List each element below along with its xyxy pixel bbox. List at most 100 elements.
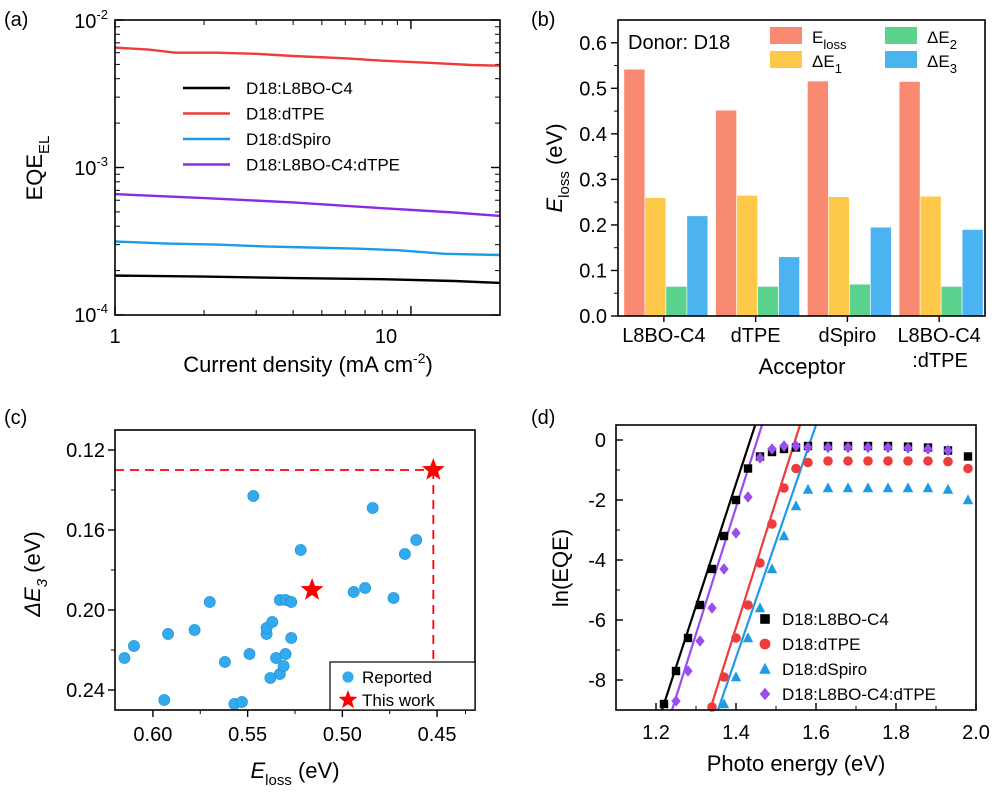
panel-c-ytick-label: 0.20 <box>66 600 105 622</box>
point-d18-l8bo-c4-2 <box>683 633 693 643</box>
reported-point-27 <box>398 548 411 560</box>
panel-d-ytick-label: -6 <box>588 610 606 632</box>
point-d18-dspiro-1 <box>730 671 742 682</box>
reported-point-0 <box>118 652 131 664</box>
legend-swatch-d18-l8bo-c4-dtpe <box>759 687 771 701</box>
panel-c-label: (c) <box>4 407 27 429</box>
point-d18-l8bo-c4-dtpe-14 <box>863 441 873 454</box>
point-d18-dtpe-11 <box>863 456 873 466</box>
reported-point-3 <box>162 628 174 640</box>
legend-label-d18-dtpe: D18:dTPE <box>782 635 860 654</box>
this-work-star-0 <box>421 458 445 480</box>
point-d18-dspiro-2 <box>742 632 754 643</box>
panel-b-bars <box>623 68 984 317</box>
legend-label-d18-l8bo-c4: D18:L8BO-C4 <box>246 79 353 98</box>
bar-e1-dtpe-1 <box>736 195 758 317</box>
point-d18-dtpe-7 <box>791 463 801 474</box>
point-d18-dtpe-15 <box>943 456 953 467</box>
panel-b-legend: Eloss ΔE2 ΔE1 ΔE3 <box>770 27 957 76</box>
panel-c: (c) 0.60 0.55 0.50 0.45 0.12 0.16 0.20 0.24 Rep… <box>4 407 476 789</box>
legend-swatch-d18-dtpe <box>759 638 771 650</box>
legend-label-d18-dtpe: D18:dTPE <box>246 105 324 124</box>
reported-point-25 <box>366 502 379 514</box>
point-d18-l8bo-c4-dtpe-15 <box>883 441 893 454</box>
panel-b-ytick-label: 0.1 <box>579 260 607 282</box>
panel-a-ytick-e-3: 10-3 <box>74 154 108 180</box>
panel-c-ylabel: ΔE3 (eV) <box>20 531 51 617</box>
panel-a: (a) 1 10 10-4 10-3 10-2 Current density … <box>4 7 501 377</box>
panel-b-xlabel: Acceptor <box>759 354 846 379</box>
panel-c-xtick-label: 0.45 <box>418 724 457 746</box>
legend-label-d18-dspiro: D18:dSpiro <box>782 660 867 679</box>
reported-point-24 <box>359 582 372 594</box>
panel-a-legend: D18:L8BO-C4 D18:dTPE D18:dSpiro D18:L8BO-C4… <box>183 79 400 175</box>
point-d18-dspiro-11 <box>882 482 894 493</box>
panel-d-ytick-label: -8 <box>588 670 606 692</box>
bar-e3-dtpe-1 <box>778 256 800 317</box>
point-d18-l8bo-c4-dtpe-12 <box>823 441 833 454</box>
panel-b-ytick-label: 0.0 <box>579 306 607 328</box>
point-d18-l8bo-c4-dtpe-4 <box>719 563 729 575</box>
panel-b-ytick-label: 0.5 <box>579 78 607 100</box>
legend-label-reported: Reported <box>362 668 432 687</box>
point-d18-dspiro-14 <box>942 483 954 494</box>
legend-label-d18-l8bo-c4-dtpe: D18:L8BO-C4:dTPE <box>782 685 936 704</box>
point-d18-l8bo-c4-20 <box>963 452 973 461</box>
bar-e-loss-dtpe-1 <box>715 109 737 317</box>
legend-swatch-e1 <box>770 51 802 68</box>
bar-e3-l8bo-c4-0 <box>686 215 709 317</box>
panel-b-ytick-label: 0.2 <box>579 215 607 237</box>
point-d18-dspiro-10 <box>862 482 874 493</box>
bar-e2-dtpe-1 <box>757 286 779 317</box>
bar-e-loss-dspiro-2 <box>807 80 829 317</box>
point-d18-l8bo-c4-1 <box>671 666 681 676</box>
point-d18-dtpe-12 <box>883 456 893 466</box>
point-d18-dtpe-10 <box>843 456 853 466</box>
panel-d-ytick-label: 0 <box>595 430 606 452</box>
reported-point-21 <box>285 632 298 644</box>
panel-b-ytick-label: 0.4 <box>579 124 607 146</box>
fit-line-2 <box>708 424 802 711</box>
point-d18-l8bo-c4-dtpe-17 <box>923 443 933 455</box>
reported-point-13 <box>266 616 279 628</box>
panel-c-ticks: 0.60 0.55 0.50 0.45 0.12 0.16 0.20 0.24 <box>66 440 467 746</box>
point-d18-l8bo-c4-0 <box>659 699 669 709</box>
reported-point-6 <box>218 656 231 668</box>
point-d18-dtpe-8 <box>803 457 813 468</box>
bar-e2-l8bo-c4-3 <box>940 286 963 317</box>
legend-label-d18-l8bo-c4-dtpe: D18:L8BO-C4:dTPE <box>246 156 400 175</box>
bar-e1-l8bo-c4-0 <box>644 197 667 317</box>
reported-point-2 <box>128 640 140 652</box>
point-d18-dtpe-4 <box>755 558 765 568</box>
point-d18-dtpe-6 <box>779 483 789 493</box>
panel-d-xtick-label: 1.8 <box>882 722 910 744</box>
panel-d-xtick-label: 2.0 <box>962 722 990 744</box>
legend-label-d18-l8bo-c4: D18:L8BO-C4 <box>782 610 889 629</box>
panel-d: (d) 1.2 1.4 1.6 1.8 2.0 0 -2 -4 -6 -8 D18:L8BO-C4… <box>531 407 990 776</box>
legend-swatch-e2 <box>885 27 917 44</box>
bar-e1-dspiro-2 <box>828 196 850 317</box>
panel-b-xtick-label-2: dSpiro <box>818 325 876 347</box>
point-d18-dtpe-2 <box>731 633 741 643</box>
point-d18-dtpe-14 <box>923 456 933 466</box>
series-line-d18-dtpe <box>114 46 501 67</box>
point-d18-l8bo-c4-7 <box>743 464 753 473</box>
panel-b-xticklabels: L8BO-C4 dTPE dSpiro L8BO-C4 <box>622 325 981 347</box>
panel-a-ylabel: EQEEL <box>22 136 53 201</box>
panel-b-xtick-label-1: dTPE <box>731 325 781 347</box>
panel-a-frame <box>114 19 501 316</box>
legend-label-e2: ΔE2 <box>927 28 957 52</box>
series-line-d18-l8bo-c4 <box>114 274 501 285</box>
panel-c-ytick-label: 0.24 <box>66 680 105 702</box>
bar-e3-dspiro-2 <box>870 226 892 317</box>
panel-c-points <box>115 458 445 710</box>
point-d18-l8bo-c4-3 <box>695 600 705 610</box>
panel-c-frame <box>114 429 476 711</box>
panel-d-ytick-label: -2 <box>588 490 606 512</box>
point-d18-l8bo-c4-dtpe-0 <box>671 695 681 707</box>
bar-e3-l8bo-c4-3 <box>961 229 984 317</box>
point-d18-dspiro-5 <box>778 530 790 541</box>
point-d18-l8bo-c4-dtpe-9 <box>779 440 789 452</box>
legend-swatch-d18-l8bo-c4 <box>760 614 770 624</box>
